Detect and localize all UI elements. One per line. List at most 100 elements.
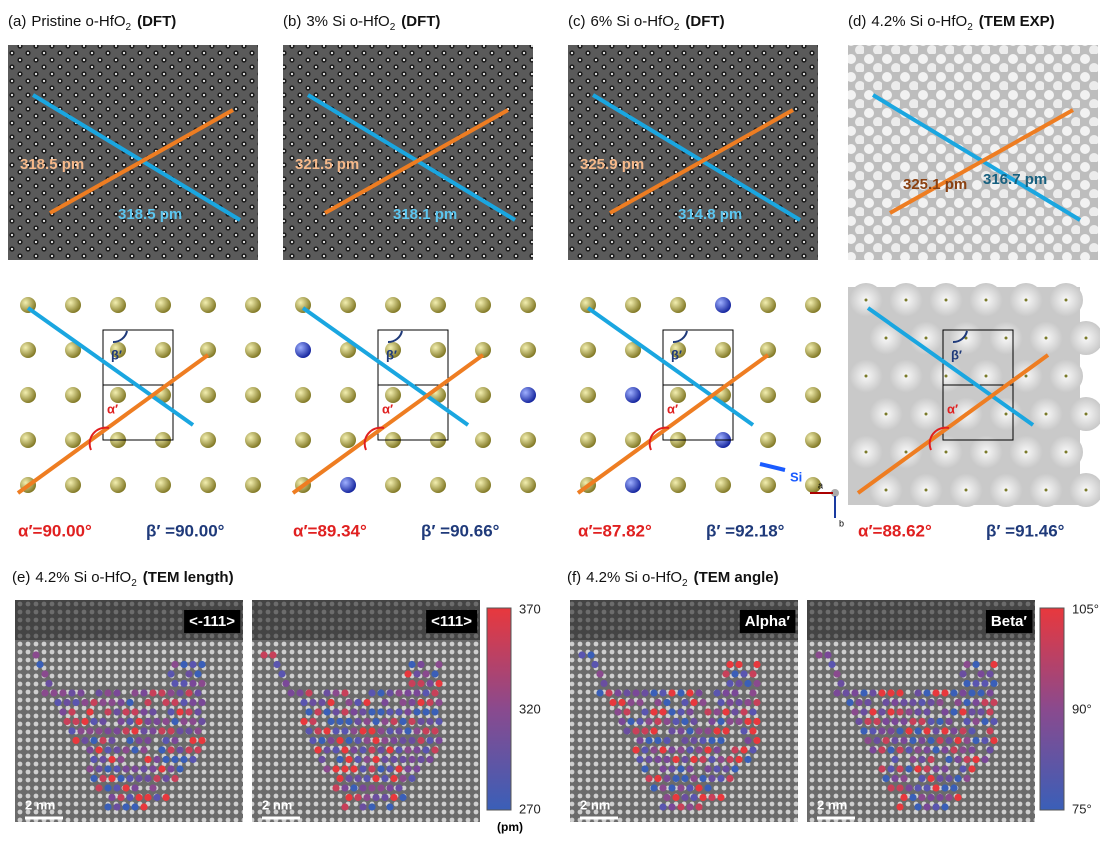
map-dot bbox=[422, 708, 429, 715]
map-dot bbox=[59, 708, 66, 715]
atom-marker bbox=[1045, 489, 1048, 492]
map-dot bbox=[359, 746, 366, 753]
atom-marker bbox=[905, 299, 908, 302]
hf-atom bbox=[580, 342, 596, 358]
orange-line bbox=[18, 355, 208, 493]
map-dot bbox=[900, 794, 907, 801]
colorbar-tick: 270 bbox=[519, 801, 541, 816]
map-dot bbox=[722, 670, 729, 677]
map-dot bbox=[72, 718, 79, 725]
map-dot bbox=[923, 727, 930, 734]
map-dot bbox=[932, 746, 939, 753]
map-dot bbox=[113, 746, 120, 753]
map-dot bbox=[932, 689, 939, 696]
map-dot bbox=[609, 699, 616, 706]
hf-atom bbox=[625, 297, 641, 313]
map-dot bbox=[198, 699, 205, 706]
map-dot bbox=[918, 775, 925, 782]
map-dot bbox=[198, 718, 205, 725]
map-dot bbox=[672, 794, 679, 801]
map-dot bbox=[735, 699, 742, 706]
map-dot bbox=[722, 689, 729, 696]
map-dot bbox=[923, 708, 930, 715]
map-dot bbox=[126, 718, 133, 725]
map-dot bbox=[896, 803, 903, 810]
map-dot bbox=[189, 699, 196, 706]
map-dot bbox=[314, 708, 321, 715]
map-dot bbox=[596, 670, 603, 677]
map-dot bbox=[332, 708, 339, 715]
map-dot bbox=[180, 680, 187, 687]
map-dot bbox=[404, 727, 411, 734]
map-dot bbox=[869, 746, 876, 753]
map-dot bbox=[695, 689, 702, 696]
map-dot bbox=[945, 718, 952, 725]
map-dot bbox=[77, 727, 84, 734]
map-dot bbox=[650, 727, 657, 734]
map-dot bbox=[113, 765, 120, 772]
map-dot bbox=[422, 670, 429, 677]
hf-atom bbox=[155, 342, 171, 358]
beta-label: β′ bbox=[386, 347, 397, 362]
hf-atom bbox=[385, 477, 401, 493]
map-dot bbox=[941, 689, 948, 696]
hf-atom bbox=[670, 297, 686, 313]
map-dot bbox=[887, 784, 894, 791]
map-dot bbox=[914, 689, 921, 696]
map-dot bbox=[108, 737, 115, 744]
map-dot bbox=[260, 651, 267, 658]
map-dot bbox=[708, 775, 715, 782]
map-dot bbox=[735, 756, 742, 763]
map-dot bbox=[731, 670, 738, 677]
map-dot bbox=[753, 699, 760, 706]
map-dot bbox=[833, 670, 840, 677]
length-orange: 321.5 pm bbox=[295, 156, 359, 173]
map-dot bbox=[950, 746, 957, 753]
map-dot bbox=[189, 680, 196, 687]
alpha-label: α′ bbox=[107, 401, 118, 416]
length-blue: 318.5 pm bbox=[118, 206, 182, 223]
map-dot bbox=[690, 699, 697, 706]
map-dot bbox=[891, 756, 898, 763]
map-dot bbox=[113, 803, 120, 810]
map-dot bbox=[185, 670, 192, 677]
subscript: 2 bbox=[674, 22, 680, 33]
map-dot bbox=[122, 765, 129, 772]
map-dot bbox=[417, 756, 424, 763]
map-dot bbox=[717, 718, 724, 725]
map-dot bbox=[417, 737, 424, 744]
map-dot bbox=[963, 718, 970, 725]
scale-bar-label: 2 nm bbox=[262, 797, 292, 812]
hf-atom bbox=[155, 297, 171, 313]
map-dot bbox=[650, 746, 657, 753]
map-dot bbox=[605, 689, 612, 696]
hf-atom bbox=[245, 477, 261, 493]
atom-marker bbox=[925, 413, 928, 416]
map-dot bbox=[336, 775, 343, 782]
map-dot bbox=[887, 708, 894, 715]
hf-atom bbox=[670, 477, 686, 493]
map-dot bbox=[914, 803, 921, 810]
colorbar-tick: 105° bbox=[1072, 601, 1099, 616]
map-dot bbox=[914, 708, 921, 715]
method: (TEM length) bbox=[143, 569, 234, 586]
map-dot bbox=[873, 737, 880, 744]
map-dot bbox=[618, 699, 625, 706]
map-dot bbox=[144, 718, 151, 725]
map-dot bbox=[41, 670, 48, 677]
map-dot bbox=[959, 746, 966, 753]
map-dot bbox=[386, 708, 393, 715]
map-dot bbox=[896, 746, 903, 753]
map-dot bbox=[350, 784, 357, 791]
atom-marker bbox=[1025, 375, 1028, 378]
map-dot bbox=[699, 756, 706, 763]
map-dot bbox=[63, 699, 70, 706]
map-dot bbox=[350, 708, 357, 715]
map-dot bbox=[68, 727, 75, 734]
map-dot bbox=[936, 699, 943, 706]
map-dot bbox=[350, 727, 357, 734]
map-dot bbox=[108, 699, 115, 706]
map-dot bbox=[641, 765, 648, 772]
map-dot bbox=[981, 680, 988, 687]
si-atom bbox=[625, 477, 641, 493]
